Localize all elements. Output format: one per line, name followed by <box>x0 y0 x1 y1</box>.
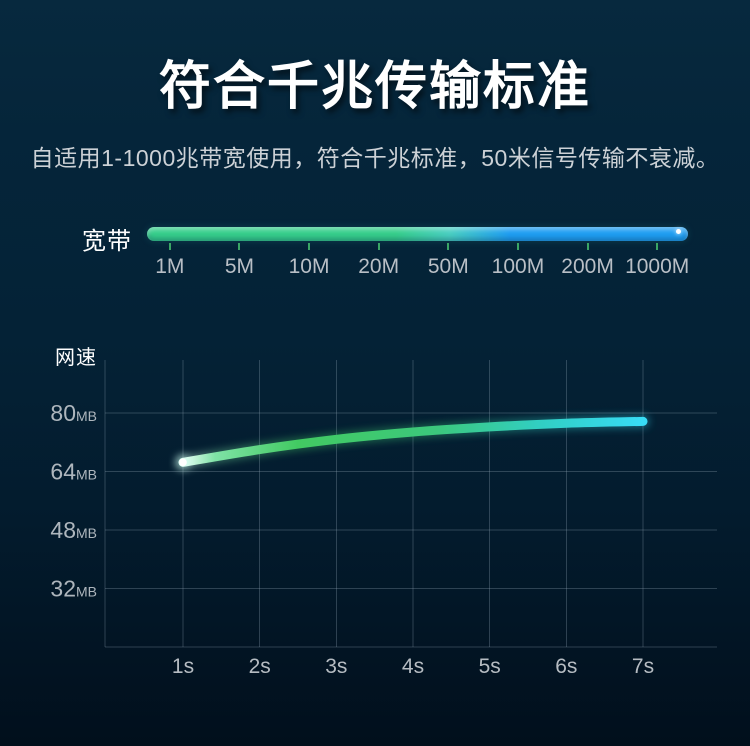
bandwidth-tick-label: 1M <box>155 255 185 278</box>
tick-mark <box>238 243 241 250</box>
page-title: 符合千兆传输标准 <box>158 58 591 116</box>
bandwidth-label: 宽带 <box>82 228 132 255</box>
tick-mark <box>377 243 380 250</box>
bandwidth-tick: 1000M <box>622 243 692 279</box>
tick-mark <box>516 243 519 250</box>
bandwidth-tick-label: 20M <box>358 255 400 278</box>
x-axis-label: 6s <box>555 655 577 678</box>
x-axis-label: 5s <box>479 655 501 678</box>
bandwidth-tick-label: 50M <box>427 255 469 278</box>
chart-axis-labels: 80MB 64MB 48MB 32MB 1s 2s 3s 4s 5s 6s 7s <box>50 400 654 678</box>
tick-mark <box>308 243 311 250</box>
y-axis-label: 48MB <box>50 517 97 543</box>
tick-mark <box>447 243 450 250</box>
bandwidth-tick: 1M <box>135 243 205 279</box>
bandwidth-tick: 100M <box>483 243 553 279</box>
tick-mark <box>586 243 589 250</box>
tick-mark <box>656 243 659 250</box>
bandwidth-tick-label: 5M <box>224 255 255 278</box>
chart-grid <box>104 360 717 648</box>
bandwidth-tick-label: 200M <box>561 255 614 278</box>
bandwidth-tick: 10M <box>274 243 344 279</box>
bandwidth-tick-label: 10M <box>288 255 330 278</box>
chart-curve <box>175 414 650 471</box>
chart-title: 网速 <box>55 347 97 369</box>
bandwidth-tick: 5M <box>205 243 275 279</box>
bandwidth-tick: 200M <box>553 243 623 279</box>
x-axis-label: 7s <box>632 655 654 678</box>
x-axis-label: 1s <box>172 655 194 678</box>
bandwidth-tick-label: 100M <box>491 255 545 278</box>
x-axis-label: 3s <box>325 655 347 678</box>
bandwidth-tick-label: 1000M <box>625 255 690 278</box>
bandwidth-gradient-bar <box>147 227 688 241</box>
bandwidth-scale: 1M 5M 10M 20M 50M 100M 200M 1000M <box>135 243 692 279</box>
y-axis-label: 80MB <box>50 400 97 426</box>
x-axis-label: 4s <box>402 655 424 678</box>
y-axis-label: 32MB <box>50 576 97 602</box>
speed-curve <box>178 416 648 467</box>
tick-mark <box>168 243 171 250</box>
page-subtitle: 自适用1-1000兆带宽使用，符合千兆标准，50米信号传输不衰减。 <box>30 145 720 171</box>
start-point-dot <box>179 458 187 467</box>
x-axis-label: 2s <box>249 655 271 678</box>
bandwidth-tick: 20M <box>344 243 414 279</box>
bar-highlight-dot <box>676 229 681 234</box>
y-axis-label: 64MB <box>50 459 97 485</box>
bandwidth-tick: 50M <box>414 243 484 279</box>
